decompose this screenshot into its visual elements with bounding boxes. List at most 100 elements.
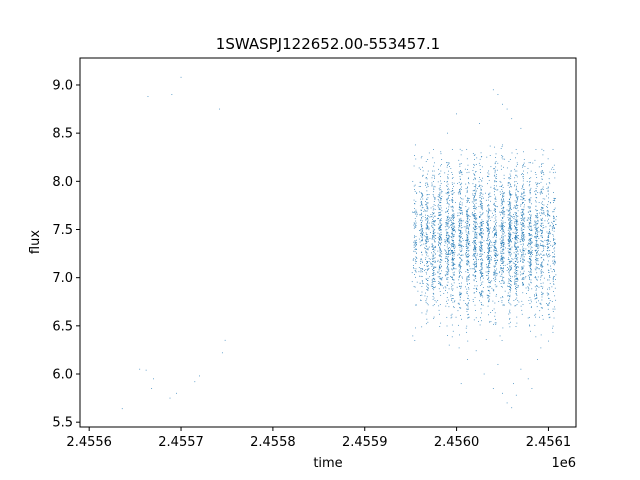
data-point xyxy=(433,233,434,235)
data-point xyxy=(432,255,434,257)
data-point xyxy=(460,230,462,231)
data-point xyxy=(454,253,456,255)
data-point xyxy=(449,241,451,243)
data-point xyxy=(418,191,420,193)
data-point xyxy=(448,306,450,308)
data-point xyxy=(425,236,427,238)
data-point xyxy=(429,276,431,278)
data-point xyxy=(465,260,467,262)
data-point xyxy=(426,234,428,236)
data-point xyxy=(459,245,461,247)
data-point xyxy=(447,261,449,263)
data-point xyxy=(451,227,452,228)
data-point xyxy=(415,262,417,264)
data-point xyxy=(434,215,436,217)
data-point xyxy=(439,258,441,260)
data-point xyxy=(421,217,422,218)
data-point xyxy=(459,291,461,293)
data-point xyxy=(467,317,469,319)
data-point xyxy=(447,215,449,217)
data-point xyxy=(446,235,447,237)
data-point xyxy=(432,260,434,262)
data-point xyxy=(448,264,450,266)
data-point xyxy=(428,194,430,195)
data-point xyxy=(423,264,425,266)
data-point xyxy=(458,235,460,237)
data-point xyxy=(433,274,435,276)
data-point xyxy=(454,247,455,249)
data-point xyxy=(458,347,460,349)
data-point xyxy=(420,231,422,233)
data-point xyxy=(425,210,427,212)
data-point xyxy=(441,234,442,236)
data-point xyxy=(466,238,468,240)
data-point xyxy=(427,226,429,228)
data-point xyxy=(439,211,441,213)
data-point xyxy=(420,223,422,225)
data-point xyxy=(453,213,455,215)
data-point xyxy=(439,172,441,174)
data-point xyxy=(451,239,453,241)
data-point xyxy=(467,297,468,299)
data-point xyxy=(466,278,468,280)
data-point xyxy=(467,295,469,297)
data-point xyxy=(445,222,446,224)
data-point xyxy=(445,211,446,213)
data-point xyxy=(420,219,422,221)
data-point xyxy=(449,236,450,238)
data-point xyxy=(460,235,461,237)
data-point xyxy=(415,220,417,222)
data-point xyxy=(440,151,442,153)
data-point xyxy=(446,262,448,264)
data-point xyxy=(466,215,468,217)
data-point xyxy=(426,182,428,184)
data-point xyxy=(440,176,442,178)
data-point xyxy=(425,252,427,254)
data-point xyxy=(452,193,454,195)
data-point xyxy=(460,232,461,234)
data-point xyxy=(434,300,436,302)
data-point xyxy=(469,265,471,267)
data-point xyxy=(438,230,440,231)
data-point xyxy=(450,219,452,221)
data-point xyxy=(465,246,467,247)
data-point xyxy=(448,254,449,255)
data-point xyxy=(439,201,441,203)
data-point xyxy=(461,254,463,256)
data-point xyxy=(421,291,423,293)
data-point xyxy=(462,238,463,239)
data-point xyxy=(427,217,428,219)
data-point xyxy=(448,235,449,236)
data-point xyxy=(438,288,440,290)
data-point xyxy=(446,303,448,304)
data-point xyxy=(457,182,458,184)
data-point xyxy=(441,285,443,287)
data-point xyxy=(439,222,441,224)
data-point xyxy=(453,264,454,266)
data-point xyxy=(438,268,440,270)
data-point xyxy=(452,284,454,286)
data-point xyxy=(461,250,463,251)
data-point xyxy=(468,198,470,199)
data-point xyxy=(433,255,435,256)
data-point xyxy=(445,224,447,226)
data-point xyxy=(448,208,449,210)
data-point xyxy=(466,240,468,241)
data-point xyxy=(426,236,428,238)
data-point xyxy=(434,198,436,200)
data-point xyxy=(447,198,449,199)
data-point xyxy=(469,283,470,285)
data-point xyxy=(453,223,455,224)
data-point xyxy=(437,243,439,245)
data-point xyxy=(421,227,423,229)
data-point xyxy=(452,245,454,247)
data-point xyxy=(440,244,442,246)
data-point xyxy=(459,222,460,224)
data-point xyxy=(432,269,433,270)
data-point xyxy=(429,238,431,240)
data-point xyxy=(474,268,475,270)
data-point xyxy=(434,249,436,251)
data-point xyxy=(447,174,449,176)
data-point xyxy=(473,154,475,156)
data-point xyxy=(434,262,436,263)
